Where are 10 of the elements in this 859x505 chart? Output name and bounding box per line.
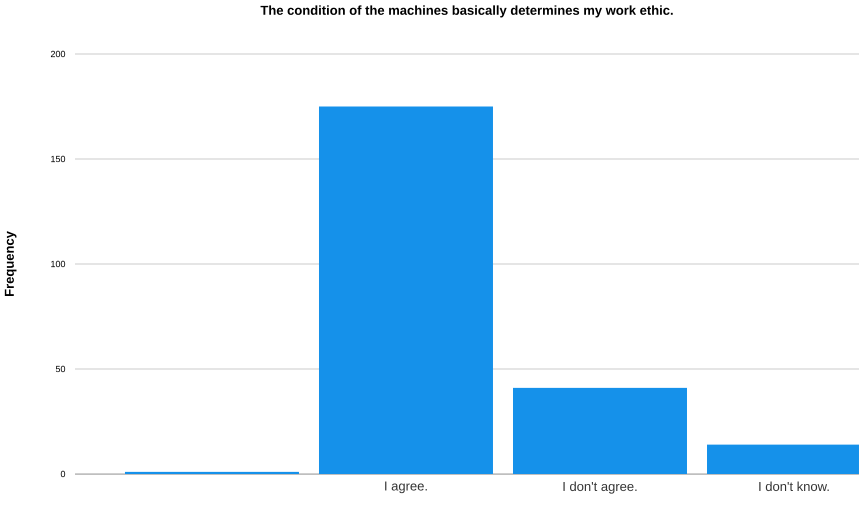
y-tick-label: 150	[51, 156, 66, 162]
y-axis-title: Frequency	[4, 231, 16, 296]
y-tick-label: 0	[60, 470, 66, 478]
x-tick-label: I agree.	[385, 482, 427, 494]
x-tick-label: I don't know.	[759, 482, 829, 492]
y-tick-label: 50	[56, 366, 66, 372]
y-tick-label: 200	[50, 50, 66, 58]
y-tick-label: 100	[51, 260, 66, 268]
x-tick-label: I don't agree.	[563, 482, 637, 494]
chart-title: The condition of the machines basically determines my work ethic.	[260, 5, 673, 18]
